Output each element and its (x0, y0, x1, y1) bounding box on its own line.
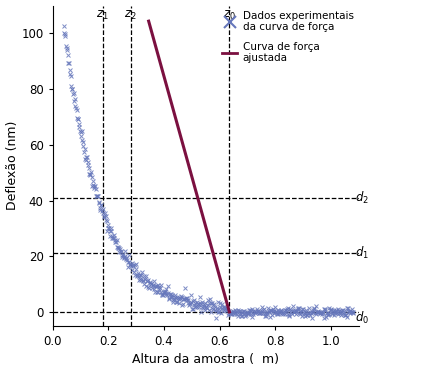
Text: $d_2$: $d_2$ (355, 190, 368, 206)
Text: $d_1$: $d_1$ (355, 246, 368, 262)
Legend: Dados experimentais
da curva de força, Curva de força
ajustada: Dados experimentais da curva de força, C… (218, 7, 358, 67)
Y-axis label: Deflexão (nm): Deflexão (nm) (6, 121, 19, 211)
Text: $z_0$: $z_0$ (223, 9, 236, 22)
Text: $z_1$: $z_1$ (96, 9, 109, 22)
X-axis label: Altura da amostra (  m): Altura da amostra ( m) (132, 353, 279, 366)
Text: $d_0$: $d_0$ (355, 310, 369, 326)
Text: $z_2$: $z_2$ (124, 9, 137, 22)
